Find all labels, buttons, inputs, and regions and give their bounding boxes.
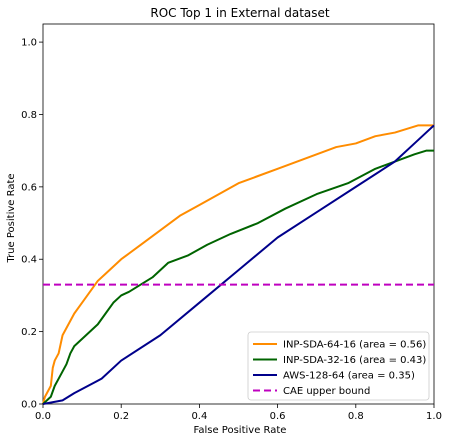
x-tick-label: 1.0 <box>426 411 442 422</box>
x-tick-label: 0.6 <box>270 411 286 422</box>
y-tick-label: 0.8 <box>21 110 37 121</box>
y-axis-ticks: 0.0 0.2 0.4 0.6 0.8 1.0 <box>21 38 43 411</box>
legend-entry-label: AWS-128-64 (area = 0.35) <box>283 371 415 382</box>
x-axis-ticks: 0.0 0.2 0.4 0.6 0.8 1.0 <box>35 404 442 422</box>
plot-frame <box>42 23 435 405</box>
y-tick-label: 0.2 <box>21 327 37 338</box>
series-line-2 <box>42 124 435 405</box>
y-tick-label: 0.0 <box>21 400 37 411</box>
legend-entry-label: INP-SDA-32-16 (area = 0.43) <box>283 355 426 366</box>
y-tick-label: 0.4 <box>21 255 37 266</box>
y-tick-label: 1.0 <box>21 38 37 49</box>
series-line-1 <box>42 149 434 405</box>
x-tick-label: 0.0 <box>35 411 51 422</box>
x-tick-label: 0.2 <box>113 411 129 422</box>
x-tick-label: 0.4 <box>191 411 207 422</box>
y-axis-label: True Positive Rate <box>6 173 17 263</box>
legend: INP-SDA-64-16 (area = 0.56) INP-SDA-32-16… <box>247 331 430 401</box>
legend-entry-label: CAE upper bound <box>283 386 370 397</box>
legend-box <box>247 331 430 401</box>
plot-area <box>42 23 435 405</box>
series-line-0 <box>42 124 434 405</box>
x-tick-label: 0.8 <box>348 411 364 422</box>
y-tick-label: 0.6 <box>21 182 37 193</box>
chart-title: ROC Top 1 in External dataset <box>150 6 330 20</box>
legend-entry-label: INP-SDA-64-16 (area = 0.56) <box>283 340 426 351</box>
x-axis-label: False Positive Rate <box>194 425 287 436</box>
